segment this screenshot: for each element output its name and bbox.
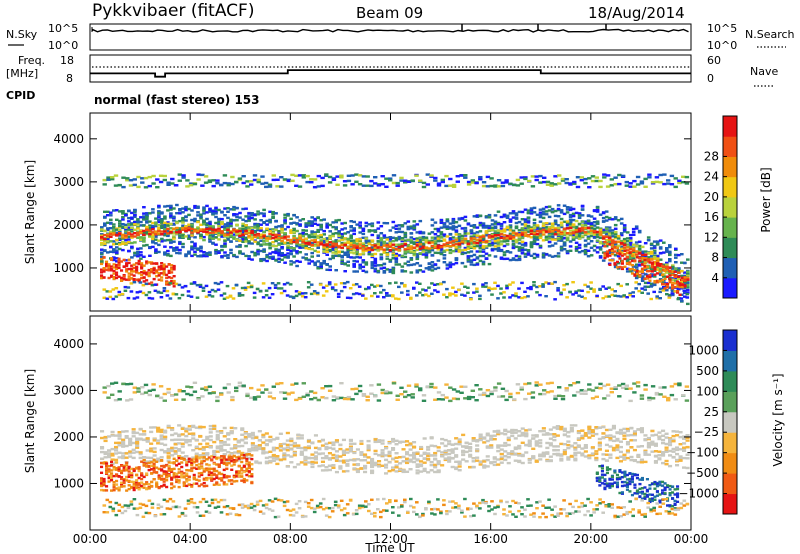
noise-strip: N.Sky 10^5 10^0 10^5 10^0 N.Search [6,22,795,52]
power-colorbar-tick-label: 24 [704,170,719,184]
time-axis: 00:00 04:00 08:00 12:00 16:00 20:00 00:00 [73,113,709,546]
velocity-heatmap [100,381,690,519]
cpid-label: CPID [6,89,35,102]
noise-strip-frame [89,23,692,51]
velocity-y-ticks: 1000 2000 3000 4000 [53,337,691,490]
velocity-colorbar: 1000 500 100 25 −25 −100 −500 −1000 [678,329,738,515]
power-colorbar-swatch [723,176,737,198]
velocity-y-tick-label: 3000 [53,383,84,397]
power-colorbar-tick-label: 12 [704,230,719,244]
date-label: 18/Aug/2014 [588,4,685,22]
noise-left-tick-bottom: 10^0 [48,39,78,52]
beam-label: Beam 09 [356,4,423,22]
power-y-tick-label: 3000 [53,175,84,189]
frequency-line [90,69,691,78]
velocity-y-tick-label: 2000 [53,430,84,444]
x-tick-label: 00:00 [674,532,709,546]
velocity-colorbar-tick-label: 500 [696,364,719,378]
power-y-tick-label: 2000 [53,218,84,232]
power-colorbar-tick-label: 8 [711,251,719,265]
power-colorbar-swatch [723,116,737,137]
velocity-colorbar-tick-label: 1000 [688,343,719,357]
power-y-tick-label: 1000 [53,261,84,275]
velocity-colorbar-swatch [723,452,737,474]
freq-label-line2: [MHz] [6,67,38,80]
power-colorbar-swatch [723,237,737,259]
power-colorbar-swatch [723,136,737,157]
power-colorbar-tick-label: 4 [711,271,719,285]
velocity-colorbar-tick-label: −500 [686,466,719,480]
x-axis-label: Time UT [364,541,415,554]
nsky-label: N.Sky [6,28,38,41]
velocity-colorbar-tick-label: −25 [694,425,719,439]
velocity-colorbar-swatch [723,370,737,392]
velocity-colorbar-tick-label: −1000 [678,487,719,501]
power-colorbar-swatch [723,156,737,178]
velocity-colorbar-tick-label: −100 [686,446,719,460]
power-colorbar-tick-label: 20 [704,190,719,204]
x-tick-label: 12:00 [373,532,408,546]
power-colorbar-tick-label: 28 [704,149,719,163]
power-colorbar-tick-label: 16 [704,210,719,224]
power-colorbar-swatch [723,277,737,299]
velocity-panel-frame [89,315,692,531]
x-tick-label: 08:00 [273,532,308,546]
power-y-ticks: 1000 2000 3000 4000 [53,132,691,275]
nsearch-label: N.Search [745,28,795,41]
velocity-y-tick-label: 4000 [53,337,84,351]
power-colorbar-swatch [723,257,737,279]
freq-label-line1: Freq. [18,54,45,67]
x-tick-label: 04:00 [173,532,208,546]
nave-label: Nave [750,65,778,78]
power-panel-frame [89,112,692,312]
velocity-y-tick-label: 1000 [53,476,84,490]
power-y-tick-label: 4000 [53,132,84,146]
velocity-panel: 1000 2000 3000 4000 Slant Range [km] 1000 50… [23,315,785,531]
noise-sky-line [91,28,689,33]
noise-right-tick-bottom: 10^0 [707,39,737,52]
velocity-colorbar-label: Velocity [m s⁻¹] [771,373,785,466]
freq-left-tick-bottom: 8 [66,72,73,85]
velocity-colorbar-swatch [723,432,737,454]
nave-right-tick-bottom: 0 [707,72,714,85]
x-tick-label: 20:00 [574,532,609,546]
power-colorbar: 4 8 12 16 20 24 28 [704,115,738,299]
power-colorbar-swatch [723,217,737,238]
velocity-colorbar-swatch [723,493,737,515]
cpid-value: normal (fast stereo) 153 [94,93,260,107]
velocity-colorbar-swatch [723,411,737,433]
x-tick-label: 16:00 [473,532,508,546]
power-colorbar-label: Power [dB] [759,167,773,232]
nave-right-tick-top: 60 [707,54,721,67]
velocity-colorbar-swatch [723,391,737,413]
frequency-strip-frame [89,54,692,83]
power-heatmap [100,173,690,306]
velocity-colorbar-swatch [723,330,737,351]
velocity-colorbar-swatch [723,350,737,372]
x-tick-label: 00:00 [73,532,108,546]
frequency-strip: Freq. [MHz] 18 8 60 0 Nave CPID normal (… [6,54,778,107]
noise-left-tick-top: 10^5 [48,22,78,35]
velocity-y-axis-label: Slant Range [km] [23,369,37,473]
freq-left-tick-top: 18 [60,54,74,67]
noise-right-tick-top: 10^5 [707,22,737,35]
velocity-colorbar-tick-label: 100 [696,384,719,398]
power-panel: 1000 2000 3000 4000 Slant Range [km] 4 8 12 16… [23,112,773,312]
power-y-axis-label: Slant Range [km] [23,160,37,264]
radar-title: Pykkvibaer (fitACF) [92,1,254,21]
power-colorbar-swatch [723,196,737,218]
velocity-colorbar-swatch [723,473,737,495]
velocity-colorbar-tick-label: 25 [704,405,719,419]
